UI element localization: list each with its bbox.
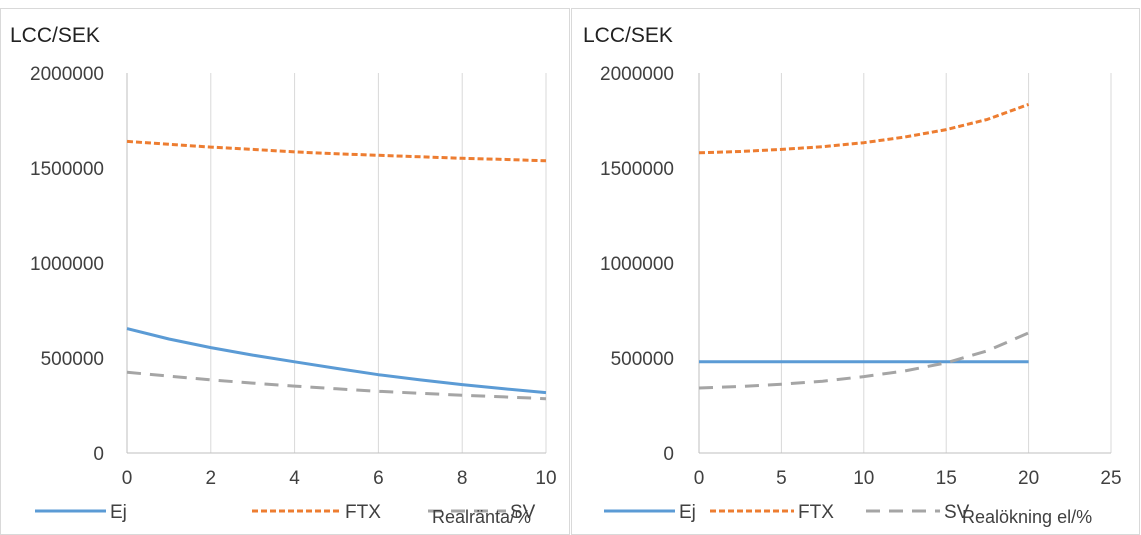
y-tick-label: 1000000 xyxy=(30,254,104,275)
y-axis-label: LCC/SEK xyxy=(583,24,673,47)
chart-left-realranta: LCC/SEK 0 2 4 6 8 10 0 500000 1000000 1500000 20000… xyxy=(10,24,557,527)
y-tick-label: 1500000 xyxy=(30,159,104,180)
chart-frame-right xyxy=(571,8,1140,535)
legend-label-ftx: FTX xyxy=(798,502,834,523)
chart-frame-left xyxy=(0,8,570,535)
series-line-ftx xyxy=(126,139,547,163)
series-line-sv xyxy=(698,331,1030,390)
y-tick-label: 1000000 xyxy=(600,254,674,275)
x-tick-label: 0 xyxy=(122,468,133,489)
series-line-ej xyxy=(126,327,547,395)
y-tick-label: 2000000 xyxy=(600,64,674,85)
x-tick-label: 15 xyxy=(936,468,957,489)
x-tick-label: 25 xyxy=(1100,468,1121,489)
legend-label-ej: Ej xyxy=(110,502,127,523)
y-tick-label: 500000 xyxy=(41,349,104,370)
legend-label-sv: SV xyxy=(510,502,536,523)
x-tick-label: 10 xyxy=(535,468,556,489)
y-tick-label: 2000000 xyxy=(30,64,104,85)
chart-right-realokning-el: LCC/SEK 0 5 10 15 20 25 0 500000 1000000 1500000 20… xyxy=(583,24,1122,527)
x-tick-label: 8 xyxy=(457,468,468,489)
x-axis-label: Realökning el/% xyxy=(962,507,1092,527)
series-line-ftx xyxy=(698,102,1030,155)
x-tick-label: 2 xyxy=(206,468,217,489)
x-axis-label: Realränta/% xyxy=(432,507,531,527)
legend-label-sv: SV xyxy=(944,502,970,523)
x-tick-label: 5 xyxy=(776,468,787,489)
x-tick-label: 0 xyxy=(694,468,705,489)
series-line-sv xyxy=(126,370,547,401)
y-tick-label: 0 xyxy=(93,444,104,465)
y-axis-label: LCC/SEK xyxy=(10,24,100,47)
legend-label-ftx: FTX xyxy=(345,502,381,523)
x-tick-label: 20 xyxy=(1018,468,1039,489)
x-tick-label: 10 xyxy=(853,468,874,489)
x-tick-label: 4 xyxy=(289,468,300,489)
y-tick-label: 500000 xyxy=(611,349,674,370)
y-tick-label: 1500000 xyxy=(600,159,674,180)
x-tick-label: 6 xyxy=(373,468,384,489)
legend-label-ej: Ej xyxy=(679,502,696,523)
y-tick-label: 0 xyxy=(663,444,674,465)
